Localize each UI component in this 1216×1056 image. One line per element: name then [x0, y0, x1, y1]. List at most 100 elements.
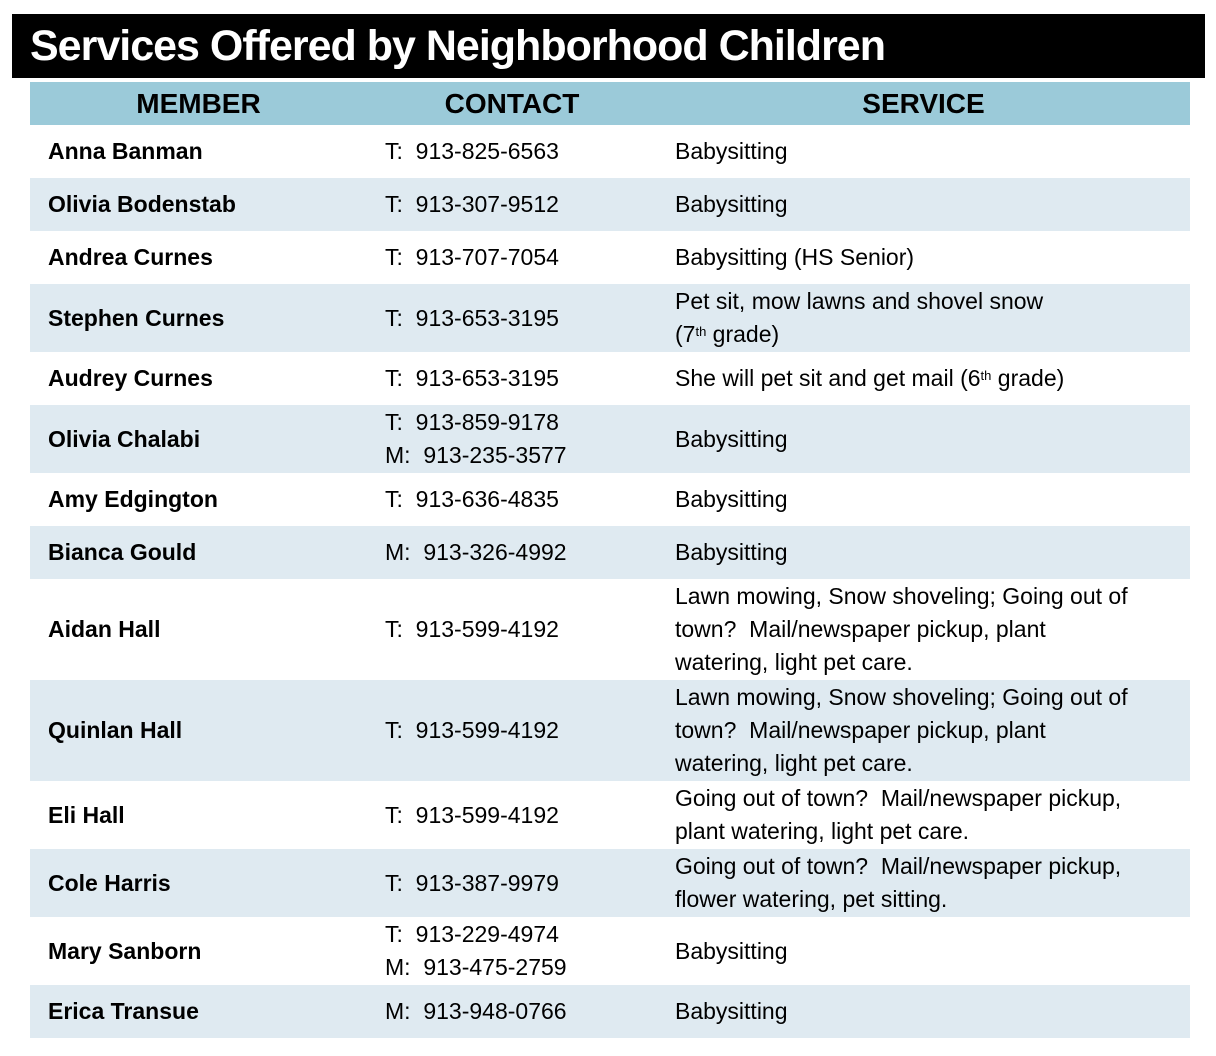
- contact-cell: T: 913-307-9512: [367, 178, 657, 231]
- member-name: Mary Sanborn: [30, 917, 367, 985]
- table-row: Olivia Chalabi T: 913-859-9178 M: 913-235-…: [30, 405, 1190, 473]
- member-name: Quinlan Hall: [30, 680, 367, 781]
- service-cell: Lawn mowing, Snow shoveling; Going out o…: [657, 680, 1190, 781]
- service-cell: Going out of town? Mail/newspaper pickup…: [657, 849, 1190, 917]
- service-line: watering, light pet care.: [675, 750, 913, 776]
- title-bar: Services Offered by Neighborhood Childre…: [12, 14, 1205, 78]
- service-line: Babysitting: [675, 191, 788, 217]
- member-name: Bianca Gould: [30, 526, 367, 579]
- table-row: Olivia Bodenstab T: 913-307-9512 Babysitti…: [30, 178, 1190, 231]
- contact-line: T: 913-229-4974: [385, 921, 559, 947]
- member-name: Aidan Hall: [30, 579, 367, 680]
- service-cell: Babysitting: [657, 178, 1190, 231]
- table-row: Amy Edgington T: 913-636-4835 Babysitting: [30, 473, 1190, 526]
- table-row: Eli Hall T: 913-599-4192 Going out of town…: [30, 781, 1190, 849]
- table-row: Stephen Curnes T: 913-653-3195 Pet sit, mo…: [30, 284, 1190, 352]
- service-cell: Babysitting: [657, 473, 1190, 526]
- contact-line: T: 913-307-9512: [385, 191, 559, 217]
- service-line: Babysitting (HS Senior): [675, 244, 915, 270]
- service-cell: Babysitting: [657, 985, 1190, 1038]
- member-name: Erica Transue: [30, 985, 367, 1038]
- contact-cell: M: 913-948-0766: [367, 985, 657, 1038]
- column-header-service: SERVICE: [657, 82, 1190, 125]
- table-row: Andrea Curnes T: 913-707-7054 Babysitting …: [30, 231, 1190, 284]
- contact-line: T: 913-599-4192: [385, 717, 559, 743]
- member-name: Anna Banman: [30, 125, 367, 178]
- service-line: Going out of town? Mail/newspaper pickup…: [675, 853, 1122, 879]
- service-line: Babysitting: [675, 425, 788, 452]
- service-cell: Babysitting: [657, 405, 1190, 473]
- member-name: Olivia Chalabi: [30, 405, 367, 473]
- table-row: Aidan Hall T: 913-599-4192 Lawn mowing, Sn…: [30, 579, 1190, 680]
- service-cell: Babysitting: [657, 917, 1190, 985]
- service-cell: Going out of town? Mail/newspaper pickup…: [657, 781, 1190, 849]
- column-header-member: MEMBER: [30, 82, 367, 125]
- member-name: Stephen Curnes: [30, 284, 367, 352]
- service-cell: Babysitting (HS Senior): [657, 231, 1190, 284]
- contact-line: T: 913-707-7054: [385, 244, 559, 270]
- service-line: Babysitting: [675, 539, 788, 565]
- contact-line: T: 913-599-4192: [385, 616, 559, 642]
- table-row: Mary Sanborn T: 913-229-4974 M: 913-475-27…: [30, 917, 1190, 985]
- member-name: Andrea Curnes: [30, 231, 367, 284]
- contact-line: T: 913-636-4835: [385, 486, 559, 512]
- service-line: Babysitting: [675, 998, 788, 1024]
- contact-line: M: 913-475-2759: [385, 954, 567, 980]
- service-line: Lawn mowing, Snow shoveling; Going out o…: [675, 684, 1128, 710]
- contact-line: M: 913-948-0766: [385, 998, 567, 1024]
- contact-cell: T: 913-599-4192: [367, 680, 657, 781]
- table-row: Quinlan Hall T: 913-599-4192 Lawn mowing, …: [30, 680, 1190, 781]
- contact-cell: T: 913-387-9979: [367, 849, 657, 917]
- member-name: Olivia Bodenstab: [30, 178, 367, 231]
- service-line: Babysitting: [675, 486, 788, 512]
- table-row: Audrey Curnes T: 913-653-3195 She will pet…: [30, 352, 1190, 405]
- contact-cell: T: 913-599-4192: [367, 579, 657, 680]
- header-row: MEMBER CONTACT SERVICE: [30, 82, 1190, 125]
- column-header-contact: CONTACT: [367, 82, 657, 125]
- contact-cell: T: 913-707-7054: [367, 231, 657, 284]
- table-row: Anna Banman T: 913-825-6563 Babysitting: [30, 125, 1190, 178]
- contact-line: T: 913-859-9178: [385, 409, 559, 435]
- contact-cell: M: 913-326-4992: [367, 526, 657, 579]
- contact-cell: T: 913-653-3195: [367, 352, 657, 405]
- contact-cell: T: 913-599-4192: [367, 781, 657, 849]
- contact-cell: T: 913-636-4835: [367, 473, 657, 526]
- service-line: Babysitting: [675, 138, 788, 164]
- superscript-text: th: [695, 323, 707, 339]
- contact-cell: T: 913-653-3195: [367, 284, 657, 352]
- contact-line: T: 913-653-3195: [385, 304, 559, 331]
- contact-cell: T: 913-859-9178 M: 913-235-3577: [367, 405, 657, 473]
- superscript-text: th: [980, 367, 992, 383]
- service-line: town? Mail/newspaper pickup, plant: [675, 717, 1046, 743]
- service-line: plant watering, light pet care.: [675, 818, 970, 844]
- member-name: Amy Edgington: [30, 473, 367, 526]
- service-line: She will pet sit and get mail (6th grade…: [675, 365, 1065, 391]
- service-line: town? Mail/newspaper pickup, plant: [675, 616, 1046, 642]
- service-cell: Babysitting: [657, 526, 1190, 579]
- member-name: Cole Harris: [30, 849, 367, 917]
- service-line: Lawn mowing, Snow shoveling; Going out o…: [675, 583, 1128, 609]
- page-title: Services Offered by Neighborhood Childre…: [30, 21, 886, 70]
- table-row: Cole Harris T: 913-387-9979 Going out of t…: [30, 849, 1190, 917]
- service-cell: Babysitting: [657, 125, 1190, 178]
- service-line: Going out of town? Mail/newspaper pickup…: [675, 785, 1122, 811]
- services-table: MEMBER CONTACT SERVICE Anna Banman T: 913…: [30, 82, 1190, 1038]
- service-line: Pet sit, mow lawns and shovel snow: [675, 288, 1044, 314]
- contact-line: M: 913-326-4992: [385, 539, 567, 565]
- contact-cell: T: 913-229-4974 M: 913-475-2759: [367, 917, 657, 985]
- service-line: Babysitting: [675, 937, 788, 964]
- contact-cell: T: 913-825-6563: [367, 125, 657, 178]
- member-name: Audrey Curnes: [30, 352, 367, 405]
- contact-line: T: 913-387-9979: [385, 869, 559, 896]
- table-row: Erica Transue M: 913-948-0766 Babysitting: [30, 985, 1190, 1038]
- member-name: Eli Hall: [30, 781, 367, 849]
- contact-line: T: 913-825-6563: [385, 138, 559, 164]
- contact-line: T: 913-653-3195: [385, 365, 559, 391]
- contact-line: M: 913-235-3577: [385, 442, 567, 468]
- service-cell: Pet sit, mow lawns and shovel snow (7th g…: [657, 284, 1190, 352]
- service-cell: She will pet sit and get mail (6th grade…: [657, 352, 1190, 405]
- contact-line: T: 913-599-4192: [385, 801, 559, 828]
- service-cell: Lawn mowing, Snow shoveling; Going out o…: [657, 579, 1190, 680]
- table-body: Anna Banman T: 913-825-6563 Babysitting Oli…: [30, 125, 1190, 1038]
- service-line: (7th grade): [675, 321, 780, 347]
